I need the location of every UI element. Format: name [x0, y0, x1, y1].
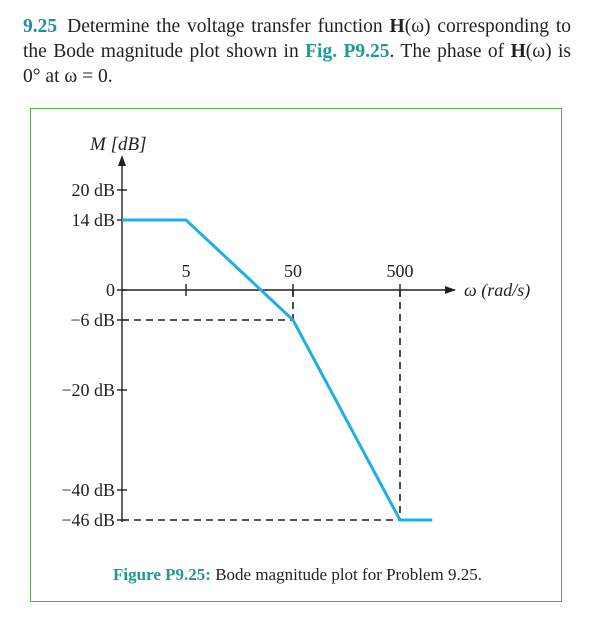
caption-label: Figure P9.25:: [113, 565, 211, 584]
h-symbol-2: H: [510, 41, 526, 62]
x-tick-label-0: 5: [182, 261, 191, 281]
y-tick-label-6: −46 dB: [61, 510, 115, 530]
problem-statement: 9.25 Determine the voltage transfer funct…: [23, 14, 571, 89]
figure-caption: Figure P9.25: Bode magnitude plot for Pr…: [0, 565, 595, 585]
problem-text-4: is 0° at ω = 0.: [23, 41, 571, 87]
y-tick-label-3: −6 dB: [70, 310, 115, 330]
y-tick-label-2: 0: [106, 280, 115, 300]
problem-number: 9.25: [23, 16, 58, 37]
problem-text-2: corresponding to the Bode magnitude plot…: [23, 16, 571, 62]
x-axis-arrow: [445, 286, 456, 294]
x-tick-label-1: 50: [284, 261, 302, 281]
y-axis-title: M [dB]: [89, 134, 146, 155]
x-tick-label-2: 500: [387, 261, 414, 281]
problem-text-3: . The phase of: [389, 41, 511, 62]
caption-text: Bode magnitude plot for Problem 9.25.: [210, 565, 482, 584]
problem-text-1: Determine the voltage transfer function: [67, 16, 390, 37]
y-tick-label-0: 20 dB: [71, 180, 115, 200]
figure-reference[interactable]: Fig. P9.25: [305, 41, 390, 62]
y-tick-label-5: −40 dB: [61, 480, 115, 500]
omega-arg-2: (ω): [525, 41, 552, 62]
figure-frame: [30, 108, 562, 602]
h-symbol: H: [389, 16, 405, 37]
omega-arg: (ω): [404, 16, 431, 37]
y-tick-label-1: 14 dB: [71, 210, 115, 230]
y-tick-label-4: −20 dB: [61, 380, 115, 400]
y-axis-arrow: [118, 155, 126, 166]
magnitude-curve: [122, 218, 433, 522]
x-axis-title: ω (rad/s): [464, 280, 530, 301]
